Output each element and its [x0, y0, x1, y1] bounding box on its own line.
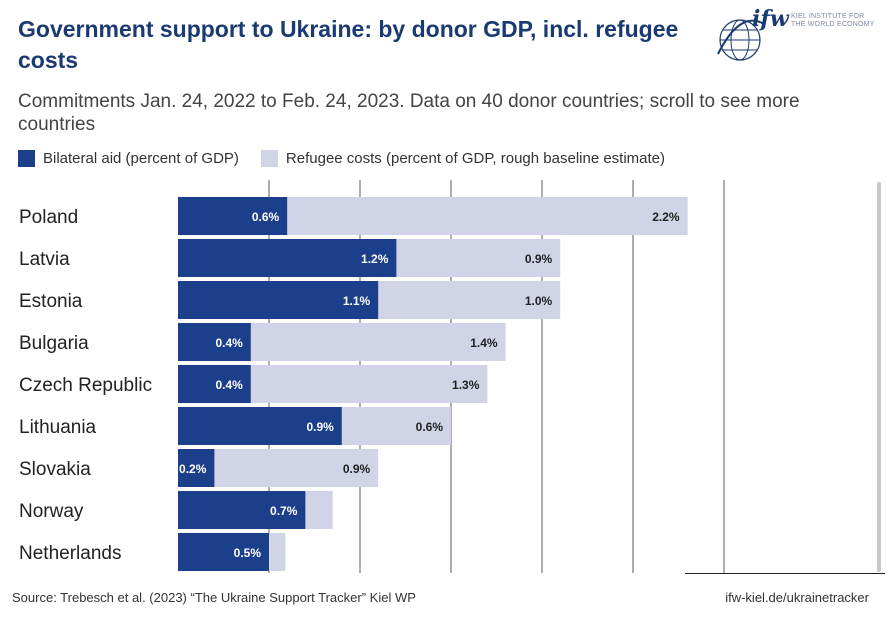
- bar-bilateral: [178, 323, 251, 361]
- source-note: Source: Trebesch et al. (2023) “The Ukra…: [12, 590, 416, 605]
- data-label-bilateral: 1.2%: [361, 252, 389, 266]
- data-label-bilateral: 0.2%: [179, 462, 207, 476]
- logo-mark: ifw: [752, 6, 789, 32]
- legend-swatch-refugee: [260, 150, 278, 167]
- footer-divider: [685, 573, 885, 574]
- globe-icon: [717, 19, 765, 61]
- bar-refugee: [214, 449, 379, 487]
- bar-bilateral: [178, 197, 288, 235]
- data-label-bilateral: 0.4%: [215, 378, 243, 392]
- category-label: Slovakia: [19, 459, 91, 480]
- bar-chart[interactable]: Poland 0.6% 2.2% Latvia 1.2% 0.9% Estonia 1.1% 1…: [0, 180, 887, 575]
- data-label-bilateral: 1.1%: [343, 294, 371, 308]
- bar-bilateral: [178, 407, 342, 445]
- bar-refugee: [396, 239, 561, 277]
- bar-bilateral: [178, 281, 379, 319]
- legend-item-refugee: Refugee costs (percent of GDP, rough bas…: [260, 150, 666, 167]
- bar-bilateral: [178, 239, 397, 277]
- data-label-bilateral: 0.6%: [252, 210, 280, 224]
- category-label: Lithuania: [19, 417, 97, 438]
- bar-bilateral: [178, 533, 269, 571]
- bar-bilateral: [178, 491, 306, 529]
- chart-title: Government support to Ukraine: by donor …: [18, 16, 679, 73]
- data-label-refugee: 2.2%: [652, 210, 680, 224]
- bar-refugee: [305, 491, 333, 529]
- chart-subtitle: Commitments Jan. 24, 2022 to Feb. 24, 20…: [18, 91, 800, 135]
- data-label-refugee: 1.3%: [452, 378, 480, 392]
- legend-label-refugee: Refugee costs (percent of GDP, rough bas…: [285, 150, 666, 167]
- data-label-refugee: 0.9%: [343, 462, 371, 476]
- chart-legend: Bilateral aid (percent of GDP) Refugee c…: [18, 150, 687, 167]
- bar-refugee: [378, 281, 561, 319]
- category-label: Poland: [19, 207, 78, 228]
- logo-line-1: KIEL INSTITUTE FOR: [791, 13, 865, 20]
- category-label: Bulgaria: [19, 333, 89, 354]
- data-label-refugee: 0.9%: [525, 252, 553, 266]
- data-label-bilateral: 0.9%: [306, 420, 334, 434]
- bar-refugee: [250, 365, 488, 403]
- legend-label-bilateral: Bilateral aid (percent of GDP): [43, 150, 239, 167]
- bar-refugee: [341, 407, 451, 445]
- data-label-refugee: 1.4%: [470, 336, 498, 350]
- category-label: Estonia: [19, 291, 83, 312]
- data-label-refugee: 0.6%: [416, 420, 444, 434]
- data-label-bilateral: 0.5%: [234, 546, 262, 560]
- logo-line-2: THE WORLD ECONOMY: [791, 21, 875, 28]
- bar-refugee: [250, 323, 506, 361]
- bar-refugee: [287, 197, 688, 235]
- bar-bilateral: [178, 449, 215, 487]
- category-label: Latvia: [19, 249, 70, 270]
- category-label: Norway: [19, 501, 84, 522]
- legend-swatch-bilateral: [18, 150, 35, 167]
- legend-item-bilateral: Bilateral aid (percent of GDP): [18, 150, 239, 167]
- logo-text: KIEL INSTITUTE FOR THE WORLD ECONOMY: [791, 13, 875, 29]
- tracker-link[interactable]: ifw-kiel.de/ukrainetracker: [725, 590, 869, 605]
- data-label-bilateral: 0.4%: [215, 336, 243, 350]
- data-label-bilateral: 0.7%: [270, 504, 298, 518]
- chart-scrollbar[interactable]: [877, 182, 881, 572]
- category-label: Netherlands: [19, 543, 121, 564]
- bar-refugee: [269, 533, 286, 571]
- bar-bilateral: [178, 365, 251, 403]
- data-label-refugee: 1.0%: [525, 294, 553, 308]
- category-label: Czech Republic: [19, 375, 152, 396]
